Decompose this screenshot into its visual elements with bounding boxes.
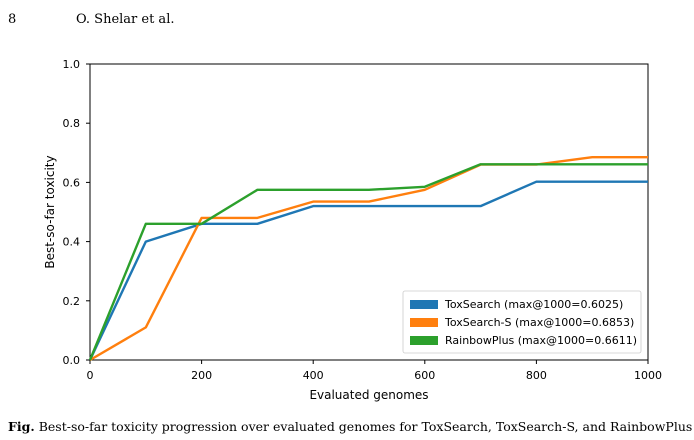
x-axis: 0 200 400 600 800 1000 xyxy=(87,360,662,382)
series-lines xyxy=(88,155,648,362)
y-tick-label: 0.4 xyxy=(63,236,81,249)
legend-box xyxy=(402,290,642,354)
y-tick-label: 0.0 xyxy=(63,354,81,367)
legend-swatch xyxy=(410,336,438,345)
legend-swatch xyxy=(410,300,438,309)
y-axis-label: Best-so-far toxicity xyxy=(43,155,57,268)
x-tick-label: 400 xyxy=(303,369,324,382)
y-tick-label: 0.6 xyxy=(63,176,81,189)
author-line: O. Shelar et al. xyxy=(76,12,175,27)
y-tick-label: 1.0 xyxy=(63,58,81,71)
figure-caption: Fig. Best-so-far toxicity progression ov… xyxy=(8,419,694,434)
caption-label: Fig. xyxy=(8,419,35,434)
y-tick-label: 0.8 xyxy=(63,117,81,130)
legend-label: ToxSearch-S (max@1000=0.6853) xyxy=(444,316,634,329)
x-tick-label: 200 xyxy=(191,369,212,382)
y-tick-label: 0.2 xyxy=(63,295,81,308)
x-tick-label: 800 xyxy=(526,369,547,382)
x-axis-label: Evaluated genomes xyxy=(309,388,428,402)
legend-label: ToxSearch (max@1000=0.6025) xyxy=(444,298,623,311)
series-line xyxy=(88,163,648,361)
legend-label: RainbowPlus (max@1000=0.6611) xyxy=(445,334,637,347)
x-tick-label: 600 xyxy=(414,369,435,382)
legend: ToxSearch (max@1000=0.6025) ToxSearch-S (… xyxy=(402,290,642,354)
y-axis: 0.0 0.2 0.4 0.6 0.8 1.0 xyxy=(63,58,90,367)
series-line xyxy=(89,155,648,362)
x-tick-label: 1000 xyxy=(634,369,662,382)
plot-frame xyxy=(89,63,649,361)
caption-text: Best-so-far toxicity progression over ev… xyxy=(38,419,694,434)
series-line xyxy=(88,180,648,361)
page-number: 8 xyxy=(8,12,17,27)
legend-swatch xyxy=(410,318,438,327)
x-tick-label: 0 xyxy=(87,369,94,382)
